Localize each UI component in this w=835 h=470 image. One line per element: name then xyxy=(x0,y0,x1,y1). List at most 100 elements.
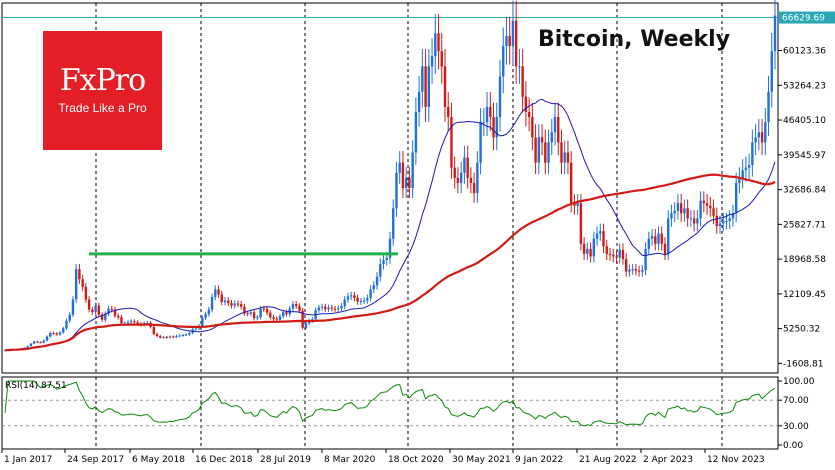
x-tick-label: 1 Jan 2017 xyxy=(4,455,52,465)
candle xyxy=(81,279,84,287)
candle xyxy=(618,249,621,258)
candle xyxy=(505,35,508,47)
candle xyxy=(184,334,188,336)
candle xyxy=(654,236,657,244)
candle xyxy=(767,91,770,123)
candle xyxy=(26,346,29,348)
candle xyxy=(770,51,773,92)
candle xyxy=(641,270,644,272)
candle xyxy=(362,300,366,302)
candle xyxy=(379,264,382,277)
candle xyxy=(709,205,712,209)
candle xyxy=(489,106,492,118)
candle xyxy=(521,66,524,97)
candle xyxy=(194,328,198,330)
candle xyxy=(747,165,751,168)
candle xyxy=(612,254,615,257)
candle xyxy=(476,162,479,194)
candle xyxy=(327,307,330,310)
candle xyxy=(359,301,363,303)
candle xyxy=(741,170,744,178)
candle xyxy=(52,332,55,334)
candle xyxy=(317,307,321,311)
candle xyxy=(453,167,456,178)
candle xyxy=(456,177,460,183)
candle xyxy=(136,322,139,324)
candle xyxy=(133,321,136,323)
candle xyxy=(230,303,233,306)
candle xyxy=(469,177,473,183)
candle xyxy=(165,337,168,339)
candle xyxy=(440,51,443,67)
candle xyxy=(201,317,204,326)
candle xyxy=(259,308,262,318)
candle xyxy=(36,341,39,343)
candle xyxy=(159,336,162,338)
logo-name: FxPro xyxy=(59,63,146,98)
candle xyxy=(650,236,654,239)
candle xyxy=(670,213,673,219)
candle xyxy=(492,117,495,138)
candle xyxy=(544,142,547,163)
candle xyxy=(45,336,49,341)
candle xyxy=(71,299,75,315)
candle xyxy=(553,117,557,133)
x-tick-label: 18 Oct 2020 xyxy=(388,455,444,465)
candle xyxy=(738,177,741,183)
candle xyxy=(414,111,418,153)
candle xyxy=(227,300,230,304)
candle xyxy=(579,203,583,244)
x-tick-label: 2 Apr 2023 xyxy=(643,455,693,465)
y-tick-label: 32686.84 xyxy=(783,186,826,196)
candle xyxy=(644,248,647,271)
candle xyxy=(576,203,579,206)
candle xyxy=(113,309,117,316)
candle xyxy=(100,314,104,320)
candle xyxy=(524,96,528,112)
candle xyxy=(94,305,97,313)
candle xyxy=(104,313,107,320)
candle xyxy=(175,336,178,338)
x-tick-label: 6 May 2018 xyxy=(132,455,185,465)
candle xyxy=(569,162,573,204)
fast-ma-line xyxy=(4,98,776,351)
candle xyxy=(434,33,437,57)
candle xyxy=(168,336,172,338)
current-price-label: 66629.69 xyxy=(782,14,825,24)
candle xyxy=(188,332,191,335)
y-tick-label: 46405.10 xyxy=(783,116,826,126)
rsi-tick-label: 70.00 xyxy=(783,396,809,406)
candle xyxy=(673,210,676,214)
candle xyxy=(91,309,94,313)
x-tick-label: 8 Mar 2020 xyxy=(324,455,376,465)
candle xyxy=(146,322,149,324)
candle xyxy=(155,333,159,336)
x-tick-label: 12 Nov 2023 xyxy=(707,455,765,465)
candle xyxy=(178,335,181,337)
candle xyxy=(110,308,113,310)
candle xyxy=(624,258,628,272)
rsi-tick-label: 100.00 xyxy=(783,377,815,387)
candle xyxy=(459,172,463,183)
candle xyxy=(463,157,466,173)
candle xyxy=(392,208,395,239)
candle xyxy=(592,238,596,257)
candle xyxy=(605,246,608,254)
candle xyxy=(84,286,88,300)
candle xyxy=(663,243,667,254)
candle xyxy=(534,137,537,163)
candle xyxy=(62,328,65,333)
candle xyxy=(725,220,728,222)
candle xyxy=(369,289,372,298)
candle xyxy=(563,152,566,163)
y-tick-label: -1608.81 xyxy=(783,359,823,369)
candle xyxy=(291,304,295,309)
candle xyxy=(204,314,207,318)
fxpro-logo: FxPro Trade Like a Pro xyxy=(43,31,162,150)
candle xyxy=(301,310,304,328)
candle xyxy=(408,177,411,188)
chart-title: Bitcoin, Weekly xyxy=(538,27,730,52)
candle xyxy=(466,157,469,178)
x-tick-label: 21 Aug 2022 xyxy=(579,455,637,465)
rsi-tick-label: 0.00 xyxy=(783,441,803,451)
